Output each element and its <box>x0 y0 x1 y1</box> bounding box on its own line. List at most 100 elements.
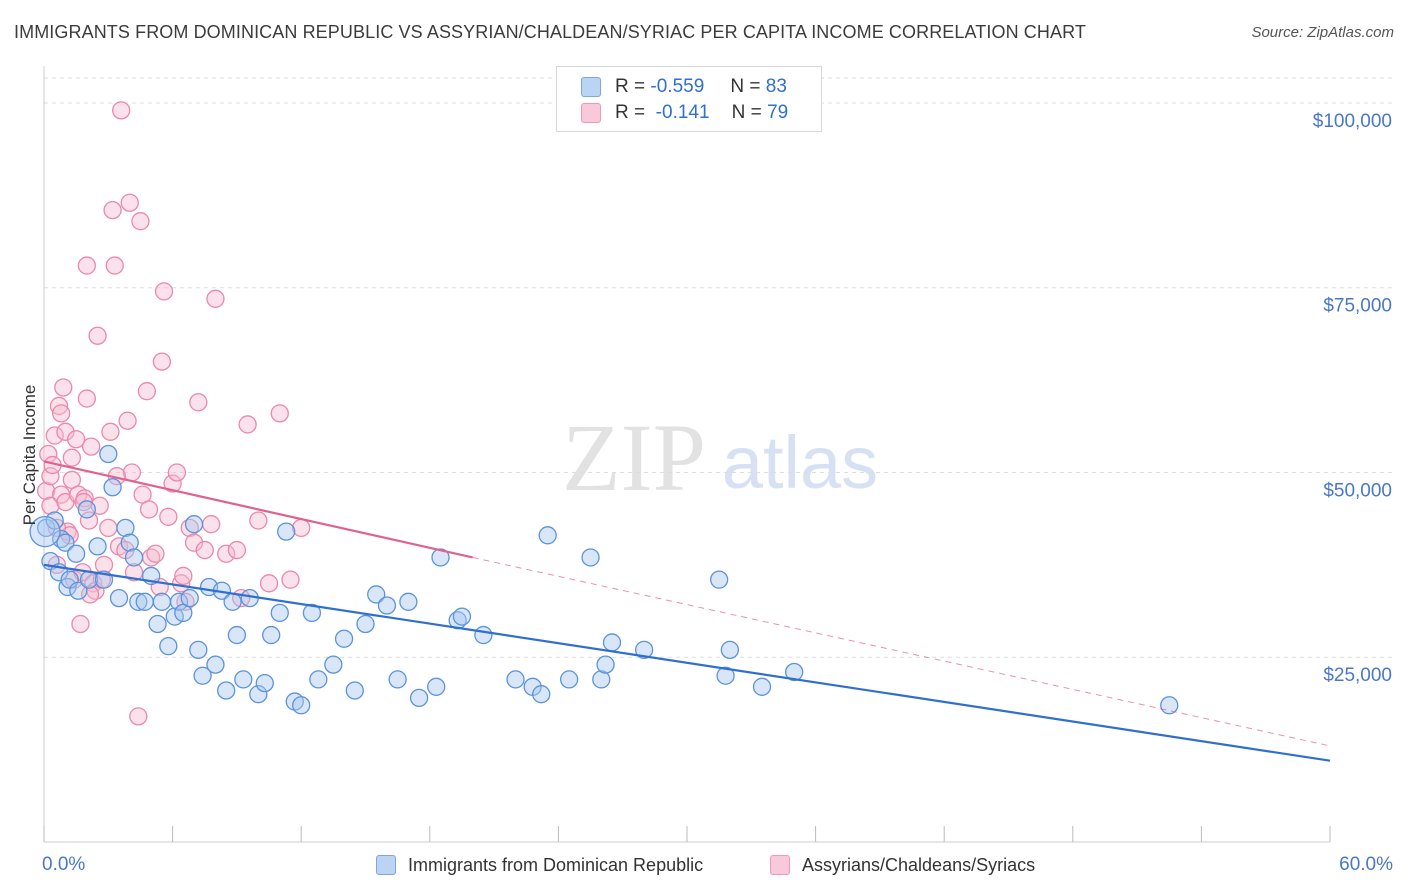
legend-r-label: R = <box>615 102 646 123</box>
data-point-dominican <box>277 522 296 541</box>
data-point-dominican <box>634 640 654 659</box>
data-point-assyrians <box>217 544 236 563</box>
trend-line-assyrians-extension <box>472 556 1331 747</box>
series-dominican-points <box>29 444 1179 715</box>
data-point-assyrians <box>152 352 172 371</box>
data-point-dominican <box>135 592 154 611</box>
data-point-dominican <box>452 607 472 626</box>
legend-row-dominican: R = -0.559 N = 83 <box>581 75 787 99</box>
data-point-assyrians <box>163 474 182 493</box>
data-point-dominican <box>324 655 343 674</box>
data-point-dominican <box>710 570 729 589</box>
data-point-dominican <box>506 670 525 689</box>
source-label: Source: ZipAtlas.com <box>1251 24 1394 41</box>
legend-n-label: N = <box>731 102 762 123</box>
data-point-dominican <box>124 548 144 567</box>
trend-lines <box>43 460 1331 762</box>
data-point-assyrians <box>80 585 100 604</box>
data-point-dominican <box>602 633 622 652</box>
data-point-assyrians <box>103 200 122 220</box>
data-point-assyrians <box>146 544 165 563</box>
data-point-assyrians <box>189 393 208 412</box>
data-point-dominican <box>388 670 407 689</box>
data-point-assyrians <box>45 426 64 445</box>
data-point-assyrians <box>88 326 107 345</box>
data-point-dominican <box>152 592 172 611</box>
data-point-assyrians <box>67 430 86 449</box>
data-point-dominican <box>255 673 274 693</box>
legend-r-value: -0.141 <box>655 102 710 123</box>
data-point-assyrians <box>41 496 60 515</box>
axes <box>43 66 1331 843</box>
data-point-dominican <box>345 681 364 700</box>
data-point-dominican <box>99 444 118 464</box>
legend-n-label: N = <box>730 76 761 97</box>
legend-r-value: -0.559 <box>650 76 705 97</box>
data-point-assyrians <box>82 437 101 456</box>
data-point-dominican <box>169 592 189 611</box>
watermark-atlas: atlas <box>722 421 878 504</box>
data-point-dominican <box>334 629 354 648</box>
data-point-assyrians <box>131 212 150 231</box>
x-tick-label-max: 60.0% <box>1339 854 1393 875</box>
legend-n-value: 83 <box>765 76 787 97</box>
y-axis-label: Per Capita Income <box>20 384 39 526</box>
data-point-dominican <box>270 603 289 623</box>
data-point-dominican <box>262 625 281 645</box>
series-legend-assyrians: Assyrians/Chaldeans/Syriacs <box>770 852 1035 878</box>
data-point-assyrians <box>77 389 97 408</box>
series-name: Assyrians/Chaldeans/Syriacs <box>802 854 1036 875</box>
data-point-dominican <box>431 548 450 567</box>
data-point-assyrians <box>54 378 73 397</box>
data-point-dominican <box>184 515 204 534</box>
data-point-dominican <box>129 592 148 611</box>
data-point-dominican <box>159 637 178 656</box>
legend-swatch-blue <box>581 77 601 97</box>
data-point-dominican <box>409 688 429 708</box>
data-point-assyrians <box>79 511 99 530</box>
data-point-dominican <box>56 533 75 552</box>
data-point-dominican <box>356 614 375 634</box>
data-point-dominican <box>752 677 772 696</box>
data-point-assyrians <box>159 507 178 526</box>
data-point-assyrians <box>36 481 56 501</box>
legend-row-assyrians: R = -0.141 N = 79 <box>581 101 788 125</box>
data-point-dominican <box>206 655 225 674</box>
data-point-dominican <box>532 685 551 704</box>
data-point-dominican <box>399 592 418 611</box>
data-point-dominican <box>67 544 86 563</box>
data-point-assyrians <box>206 289 225 308</box>
series-swatch-pink <box>770 855 790 875</box>
data-point-dominican <box>377 596 397 615</box>
data-point-assyrians <box>99 518 118 538</box>
data-point-assyrians <box>281 570 300 589</box>
legend-r-label: R = <box>615 76 646 97</box>
data-point-assyrians <box>227 540 247 560</box>
watermark-zip: ZIP <box>562 404 706 511</box>
data-point-assyrians <box>137 382 157 401</box>
data-point-dominican <box>103 478 122 497</box>
data-point-assyrians <box>249 511 268 530</box>
data-point-dominican <box>302 603 322 623</box>
data-point-dominican <box>427 677 446 696</box>
chart-title: IMMIGRANTS FROM DOMINICAN REPUBLIC VS AS… <box>14 22 1086 42</box>
data-point-assyrians <box>77 256 97 275</box>
y-tick-label: $100,000 <box>1313 111 1392 132</box>
data-point-dominican <box>109 588 129 608</box>
data-point-dominican <box>58 577 77 597</box>
data-point-assyrians <box>195 540 214 560</box>
series-swatch-blue <box>376 855 396 875</box>
trend-line-dominican <box>43 563 1331 762</box>
data-point-dominican <box>116 518 135 538</box>
y-tick-label: $50,000 <box>1323 480 1392 501</box>
data-point-assyrians <box>62 448 82 467</box>
grid <box>44 77 1392 658</box>
data-point-assyrians <box>71 614 90 634</box>
legend-n-value: 79 <box>767 102 789 123</box>
data-point-dominican <box>292 696 311 715</box>
correlation-legend: R = -0.559 N = 83 R = -0.141 N = 79 <box>556 66 822 132</box>
x-tick-label-min: 0.0% <box>42 854 85 875</box>
data-point-assyrians <box>49 396 69 416</box>
data-point-dominican <box>77 500 97 519</box>
